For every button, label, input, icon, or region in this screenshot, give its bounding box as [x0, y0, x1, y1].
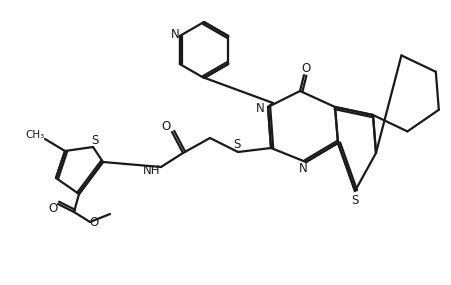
Text: S: S: [91, 133, 98, 146]
Text: O: O: [161, 119, 170, 133]
Text: N: N: [170, 28, 179, 42]
Text: N: N: [298, 162, 307, 176]
Text: S: S: [350, 194, 358, 207]
Text: N: N: [255, 101, 264, 115]
Text: O: O: [301, 62, 310, 74]
Text: NH: NH: [143, 164, 161, 178]
Text: S: S: [233, 137, 240, 150]
Text: CH₃: CH₃: [25, 130, 45, 140]
Text: O: O: [89, 217, 98, 229]
Text: O: O: [48, 201, 57, 215]
